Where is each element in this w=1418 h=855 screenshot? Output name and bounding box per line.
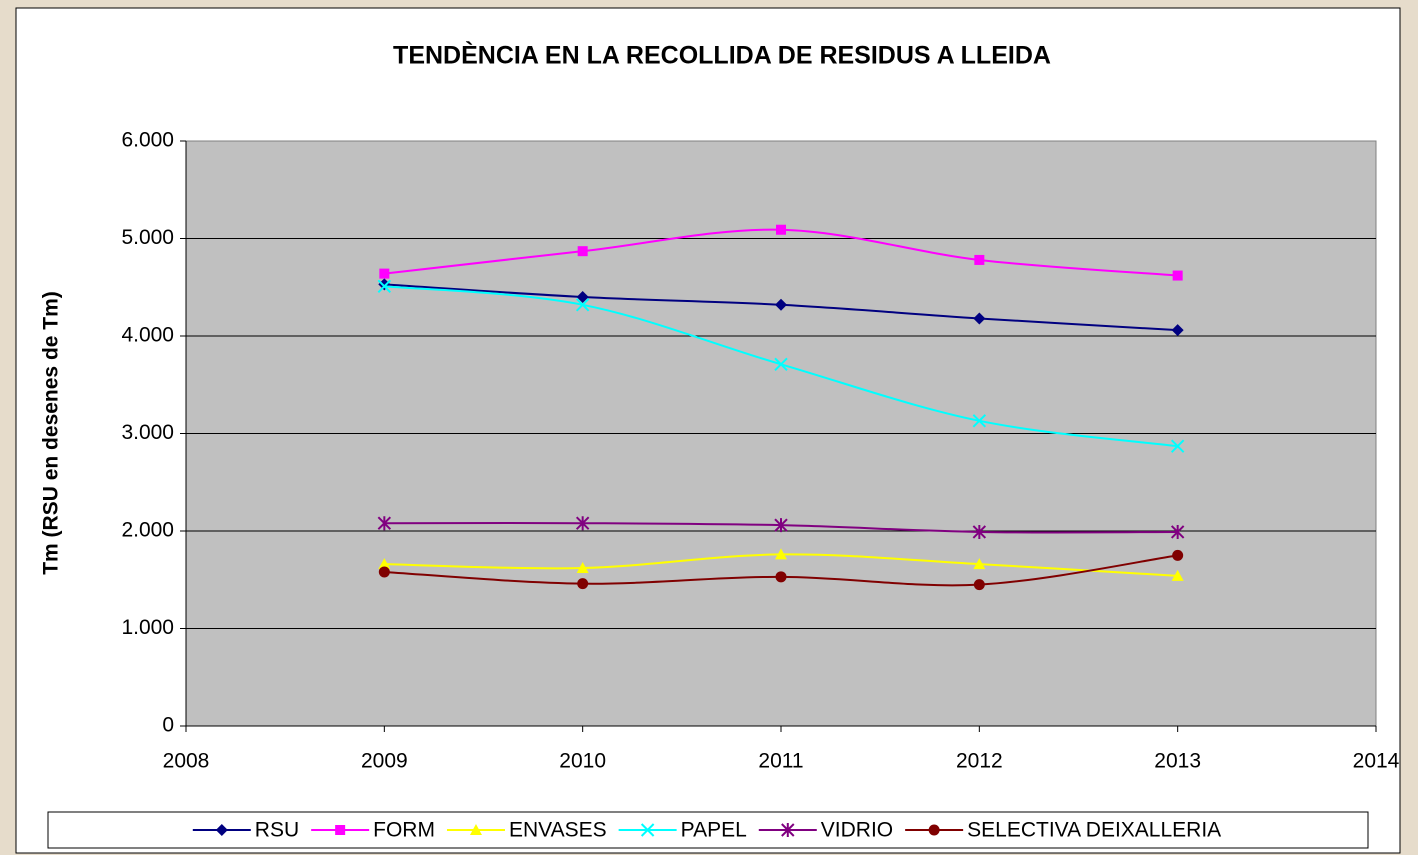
legend — [47, 811, 1369, 849]
data-point — [1171, 324, 1184, 337]
data-point — [577, 246, 588, 257]
legend-label: RSU — [255, 819, 299, 842]
data-point — [972, 524, 987, 539]
data-point — [1170, 439, 1185, 453]
legend-label: FORM — [373, 819, 435, 842]
data-point — [774, 357, 788, 371]
data-point — [1172, 549, 1184, 561]
legend-label: VIDRIO — [821, 819, 893, 842]
data-point — [972, 414, 987, 428]
data-point — [378, 558, 391, 570]
legend-marker — [215, 824, 228, 836]
data-point — [378, 566, 390, 578]
x-tick-label: 2010 — [559, 750, 606, 773]
data-point — [974, 254, 985, 265]
data-point — [775, 298, 787, 311]
y-tick-label: 3.000 — [121, 421, 174, 444]
x-tick-label: 2013 — [1154, 750, 1201, 773]
data-point — [774, 518, 788, 533]
y-tick-label: 5.000 — [121, 226, 174, 249]
y-tick-label: 2.000 — [121, 519, 174, 542]
legend-label: PAPEL — [681, 819, 747, 842]
x-tick-label: 2009 — [361, 750, 408, 773]
y-tick-label: 6.000 — [121, 129, 174, 152]
x-tick-label: 2014 — [1353, 750, 1400, 773]
data-point — [973, 579, 985, 591]
legend-marker — [781, 823, 795, 837]
legend-marker — [335, 825, 346, 835]
y-tick-label: 0 — [162, 714, 174, 737]
data-point — [775, 548, 787, 560]
legend-marker — [928, 824, 940, 836]
data-point — [1170, 524, 1185, 539]
data-point — [377, 516, 392, 531]
data-point — [973, 558, 986, 570]
data-point — [576, 562, 589, 574]
x-tick-label: 2008 — [163, 750, 210, 773]
data-point — [577, 578, 589, 590]
y-tick-label: 1.000 — [121, 616, 174, 639]
data-point — [379, 268, 390, 279]
data-point — [973, 312, 986, 325]
data-point — [575, 516, 590, 531]
legend-label: ENVASES — [509, 819, 607, 842]
legend-marker — [469, 824, 482, 835]
data-point — [775, 571, 787, 583]
legend-label: SELECTIVA DEIXALLERIA — [967, 819, 1221, 842]
legend-marker — [640, 823, 655, 837]
data-point — [1171, 569, 1184, 581]
x-tick-label: 2011 — [758, 750, 803, 773]
chart-title: TENDÈNCIA EN LA RECOLLIDA DE RESIDUS A L… — [393, 41, 1051, 70]
x-tick-label: 2012 — [956, 750, 1003, 773]
data-point — [377, 279, 392, 293]
y-axis-label: Tm (RSU en desenes de Tm) — [40, 291, 63, 575]
data-point — [575, 298, 590, 312]
data-point — [576, 291, 589, 303]
data-point — [776, 224, 786, 235]
y-tick-label: 4.000 — [121, 324, 174, 347]
data-point — [1172, 270, 1183, 281]
